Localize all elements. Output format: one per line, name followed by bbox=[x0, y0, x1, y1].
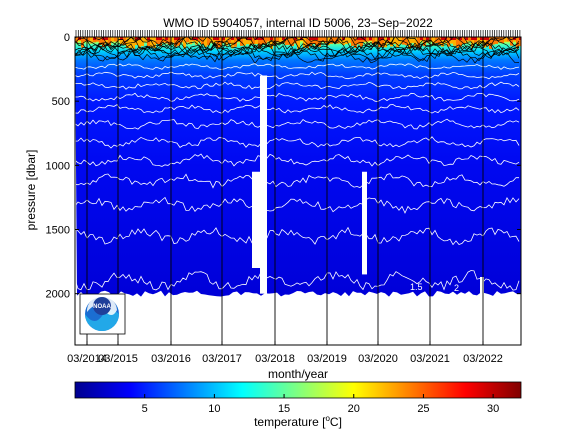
x-tick-label-4: 03/2018 bbox=[255, 353, 295, 365]
colorbar-gradient bbox=[74, 381, 522, 399]
y-tick-label-2: 1000 bbox=[46, 160, 70, 172]
year-divider-lines bbox=[86, 37, 484, 345]
x-tick-label-5: 03/2019 bbox=[307, 353, 347, 365]
x-tick-label-6: 03/2020 bbox=[358, 353, 398, 365]
colorbar-tick-label-2: 15 bbox=[278, 403, 290, 415]
data-gap bbox=[260, 75, 267, 294]
x-tick-label-0: 03/2014 bbox=[67, 353, 107, 365]
contour-label-2: 2 bbox=[454, 283, 459, 293]
temperature-field bbox=[75, 37, 521, 297]
y-axis-label: pressure [dbar] bbox=[24, 150, 38, 231]
y-tick-label-1: 500 bbox=[52, 96, 70, 108]
data-gap bbox=[362, 171, 367, 275]
colorbar-tick-label-5: 30 bbox=[487, 403, 499, 415]
x-tick-label-2: 03/2016 bbox=[151, 353, 191, 365]
colorbar-tick-label-0: 5 bbox=[142, 403, 148, 415]
x-tick-label-1: 03/2015 bbox=[98, 353, 138, 365]
colorbar-tick-label-4: 25 bbox=[417, 403, 429, 415]
profile-time-ticks bbox=[75, 30, 521, 37]
y-tick-label-0: 0 bbox=[64, 32, 70, 44]
x-tick-label-8: 03/2022 bbox=[463, 353, 503, 365]
colorbar-ticks: 5 10 15 20 25 30 bbox=[142, 394, 499, 415]
isotherm-contours bbox=[75, 37, 520, 291]
contour-label-1: 1.5 bbox=[410, 282, 423, 292]
y-axis: 0 500 1000 1500 2000 bbox=[46, 32, 521, 301]
plot-frame bbox=[74, 36, 522, 346]
colorbar-label: temperature [oC] bbox=[254, 414, 342, 429]
noaa-logo: NOAA bbox=[79, 293, 126, 335]
plot-area bbox=[74, 30, 522, 346]
colorbar: 5 10 15 20 25 30 temperature [oC] bbox=[74, 381, 522, 429]
y-tick-label-4: 2000 bbox=[46, 289, 70, 301]
x-tick-label-7: 03/2021 bbox=[410, 353, 450, 365]
x-axis-label: month/year bbox=[268, 367, 328, 381]
colorbar-tick-label-3: 20 bbox=[348, 403, 360, 415]
colorbar-tick-label-1: 10 bbox=[208, 403, 220, 415]
x-tick-label-3: 03/2017 bbox=[202, 353, 242, 365]
y-tick-label-3: 1500 bbox=[46, 225, 70, 237]
chart-title: WMO ID 5904057, internal ID 5006, 23−Sep… bbox=[163, 16, 433, 30]
noaa-logo-text: NOAA bbox=[93, 304, 111, 310]
temperature-field-area bbox=[75, 37, 521, 297]
